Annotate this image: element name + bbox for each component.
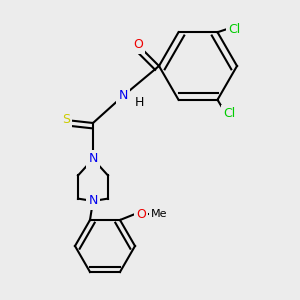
Text: Me: Me — [151, 209, 167, 219]
Text: N: N — [88, 152, 98, 166]
Text: Cl: Cl — [228, 23, 240, 36]
Text: O: O — [133, 38, 143, 52]
Text: Cl: Cl — [224, 107, 236, 120]
Text: O: O — [136, 208, 146, 220]
Text: S: S — [62, 113, 70, 127]
Text: N: N — [88, 194, 98, 208]
Text: N: N — [118, 89, 128, 103]
Text: H: H — [135, 95, 144, 109]
